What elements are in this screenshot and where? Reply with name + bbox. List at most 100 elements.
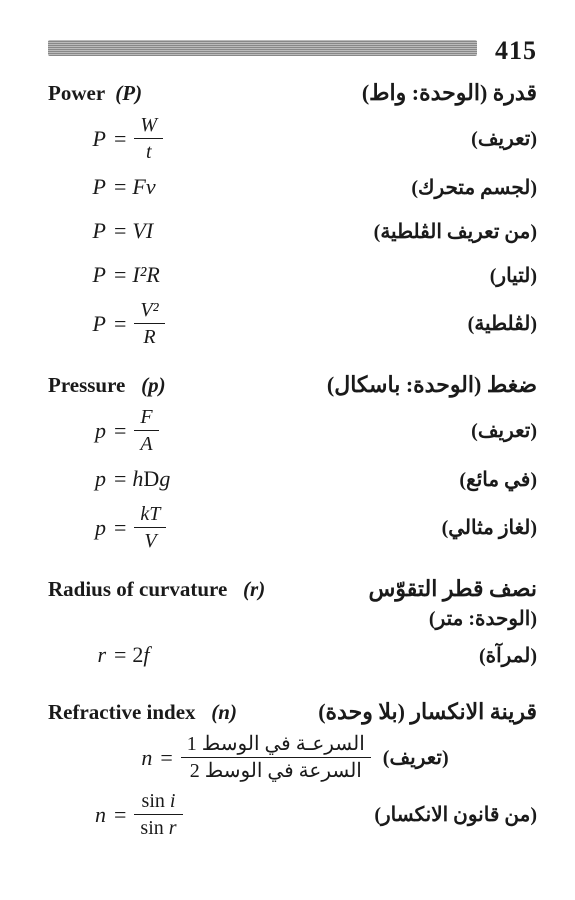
formula-row: P = W t (تعريف) [48,114,537,163]
lhs: P [78,126,106,152]
fraction-bar [181,757,371,758]
formula: n = السرعـة في الوسط 1 السرعة في الوسط 2 [124,733,372,782]
equals: = [114,174,126,200]
equals: = [114,126,126,152]
rhs: I²R [132,262,159,288]
formula-row: P = VI (من تعريف الڤلطية) [48,211,537,251]
fraction: V² R [134,299,164,348]
formula: P = I²R [48,262,160,288]
rhs: Fv [132,174,155,200]
fraction: السرعـة في الوسط 1 السرعة في الوسط 2 [181,733,371,782]
formula-row: r = 2f (لمرآة) [48,635,537,675]
lhs: n [78,802,106,828]
page-number: 415 [495,36,537,66]
lhs: p [78,466,106,492]
equals: = [114,311,126,337]
fraction-bar [134,138,163,139]
title-symbol: (r) [243,577,265,601]
formula: P = Fv [48,174,156,200]
title-en: Pressure (p) [48,373,166,398]
formula-row: p = kT V (لغاز مثالي) [48,503,537,552]
formula: p = kT V [48,503,168,552]
fraction: sin i sin r [134,790,182,839]
title-ar: ضغط (الوحدة: باسكال) [327,372,537,398]
desc-ar: (تعريف) [471,126,537,151]
fraction: kT V [134,503,166,552]
formula-row: P = V² R (لڤلطية) [48,299,537,348]
equals: = [114,466,126,492]
numerator: sin i [136,790,182,812]
desc-ar: (تعريف) [383,745,449,770]
numerator: F [134,406,158,428]
title-ar: قرينة الانكسار (بلا وحدة) [318,699,537,725]
fraction-bar [134,323,164,324]
lhs: P [78,262,106,288]
section-pressure: Pressure (p) ضغط (الوحدة: باسكال) p = F … [48,372,537,552]
denominator: السرعة في الوسط 2 [184,760,368,782]
formula-row: P = I²R (لتيار) [48,255,537,295]
numerator: W [134,114,163,136]
lhs: P [78,311,106,337]
equals: = [114,802,126,828]
fraction-bar [134,527,166,528]
fraction: F A [134,406,158,455]
rhs: hDg [132,466,170,492]
denominator: V [138,530,162,552]
desc-ar: (تعريف) [471,418,537,443]
equals: = [114,218,126,244]
denominator: t [140,141,158,163]
lhs: P [78,174,106,200]
equals: = [114,515,126,541]
desc-ar: (لتيار) [490,263,537,288]
numerator: kT [134,503,166,525]
desc-ar: (لغاز مثالي) [442,515,537,540]
title-en-text: Power [48,81,105,105]
title-symbol: (n) [211,700,237,724]
desc-ar: (لمرآة) [479,643,537,668]
title-ar: نصف قطر التقوّس [369,576,537,602]
desc-ar: (من تعريف الڤلطية) [374,219,537,244]
denominator: R [137,326,161,348]
page: 415 Power (P) قدرة (الوحدة: واط) P = W t… [0,0,575,900]
desc-ar: (من قانون الانكسار) [374,802,537,827]
denominator: A [134,433,158,455]
equals: = [114,418,126,444]
formula-row: n = sin i sin r (من قانون الانكسار) [48,790,537,839]
subtitle-ar: (الوحدة: متر) [48,606,537,631]
formula: P = VI [48,218,153,244]
section-header: Refractive index (n) قرينة الانكسار (بلا… [48,699,537,725]
fraction-bar [134,814,182,815]
section-refractive: Refractive index (n) قرينة الانكسار (بلا… [48,699,537,839]
formula: r = 2f [48,642,150,668]
title-ar: قدرة (الوحدة: واط) [362,80,537,106]
formula-row: P = Fv (لجسم متحرك) [48,167,537,207]
formula-row: p = hDg (في مائع) [48,459,537,499]
numerator: V² [134,299,164,321]
title-en-text: Refractive index [48,700,196,724]
lhs: p [78,515,106,541]
formula: P = V² R [48,299,167,348]
title-en: Refractive index (n) [48,700,237,725]
section-radius: Radius of curvature (r) نصف قطر التقوّس … [48,576,537,675]
equals: = [114,642,126,668]
formula-row: p = F A (تعريف) [48,406,537,455]
formula: P = W t [48,114,165,163]
fraction-bar [134,430,158,431]
title-en-text: Radius of curvature [48,577,227,601]
formula: n = sin i sin r [48,790,185,839]
fraction: W t [134,114,163,163]
numerator: السرعـة في الوسط 1 [181,733,371,755]
lhs: p [78,418,106,444]
title-en: Power (P) [48,81,142,106]
title-en: Radius of curvature (r) [48,577,265,602]
desc-ar: (في مائع) [459,467,537,492]
title-symbol: (P) [115,81,142,105]
section-header: Pressure (p) ضغط (الوحدة: باسكال) [48,372,537,398]
formula: p = hDg [48,466,170,492]
section-header: Power (P) قدرة (الوحدة: واط) [48,80,537,106]
title-symbol: (p) [141,373,166,397]
center-formula-row: (تعريف) n = السرعـة في الوسط 1 السرعة في… [48,733,537,782]
lhs: r [78,642,106,668]
lhs: n [124,745,152,771]
section-power: Power (P) قدرة (الوحدة: واط) P = W t (تع… [48,80,537,348]
